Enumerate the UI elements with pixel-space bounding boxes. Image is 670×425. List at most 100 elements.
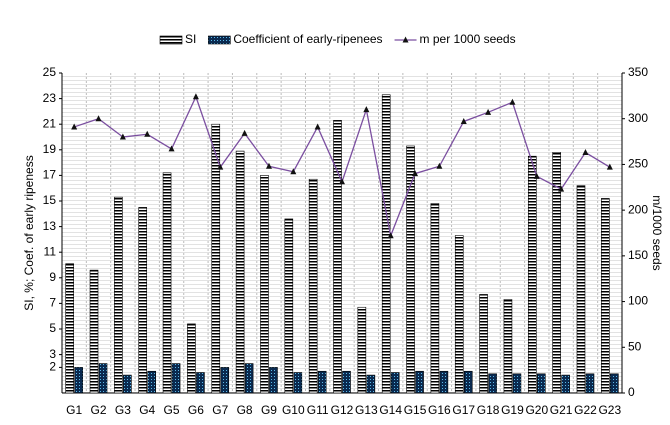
legend-swatch	[402, 36, 409, 43]
line-marker	[509, 98, 516, 105]
bar	[220, 367, 230, 394]
line-marker	[290, 168, 297, 175]
x-tick-label: G5	[164, 403, 180, 417]
line-marker	[533, 172, 540, 179]
bar	[235, 150, 245, 394]
x-tick-label: G13	[355, 403, 378, 417]
bar	[610, 373, 619, 394]
line-marker	[339, 178, 345, 185]
line-marker	[314, 123, 321, 130]
bar	[439, 370, 449, 394]
x-tick-label: G1	[66, 403, 82, 417]
bar	[406, 145, 415, 394]
y-tick-label: 2	[49, 360, 56, 374]
x-tick-label: G17	[452, 403, 475, 417]
bar	[390, 372, 400, 394]
line-marker	[387, 232, 394, 239]
line-marker	[485, 108, 492, 115]
y2-tick-label: 350	[628, 65, 648, 79]
bar	[333, 120, 342, 394]
line-marker	[144, 130, 151, 137]
y2-tick-label: 150	[628, 248, 648, 262]
bar	[585, 373, 595, 394]
y-tick-label: 17	[43, 168, 57, 182]
legend-swatch	[159, 35, 183, 45]
x-tick-label: G9	[261, 403, 277, 417]
y2-tick-label: 100	[628, 294, 648, 308]
bar	[512, 373, 522, 394]
line-marker	[436, 162, 443, 169]
y-tick-label: 9	[49, 270, 56, 284]
bar	[74, 367, 83, 394]
y2-tick-label: 0	[628, 385, 635, 399]
bar	[430, 203, 440, 394]
line-marker	[119, 133, 126, 140]
y-tick-label: 3	[49, 347, 56, 361]
bar	[162, 172, 172, 394]
bar	[211, 123, 221, 394]
legend-label: SI	[185, 32, 196, 46]
bar	[317, 370, 327, 394]
line-marker	[265, 162, 272, 169]
y-tick-label: 13	[43, 219, 57, 233]
line-marker	[412, 170, 419, 177]
bar	[415, 370, 424, 394]
line-marker	[606, 163, 613, 170]
y-tick-label: 23	[43, 91, 57, 105]
y-tick-label: 25	[43, 65, 57, 79]
bar	[308, 178, 318, 394]
bar	[65, 263, 74, 394]
x-tick-label: G23	[598, 403, 621, 417]
y2-axis-label: m/1000 seeds	[650, 195, 664, 270]
bar	[357, 306, 367, 394]
y2-tick-label: 250	[628, 157, 648, 171]
bar	[293, 372, 303, 394]
line-marker	[460, 117, 467, 124]
line-marker	[217, 163, 224, 170]
x-tick-label: G18	[477, 403, 500, 417]
y2-tick-label: 300	[628, 111, 648, 125]
y-tick-label: 11	[44, 244, 57, 258]
bar	[260, 175, 269, 394]
x-tick-label: G12	[331, 403, 354, 417]
line-marker	[192, 93, 199, 100]
y-tick-label: 19	[43, 142, 57, 156]
bar	[138, 207, 148, 394]
bar	[284, 218, 294, 394]
bar	[463, 370, 473, 394]
legend-swatch	[208, 35, 231, 45]
bar	[114, 196, 123, 394]
legend-label: m per 1000 seeds	[420, 32, 516, 46]
line-marker	[95, 115, 102, 122]
y-axis-label: SI, %; Coef. of early ripeness	[22, 155, 36, 310]
x-tick-label: G21	[550, 403, 573, 417]
bar	[601, 198, 610, 394]
bar	[381, 94, 391, 394]
y-tick-label: 21	[43, 116, 57, 130]
bar	[479, 294, 488, 394]
x-tick-label: G19	[501, 403, 524, 417]
x-tick-label: G20	[525, 403, 548, 417]
bar	[527, 155, 537, 394]
x-tick-label: G11	[307, 403, 329, 417]
bar	[576, 185, 586, 394]
bar	[98, 363, 108, 394]
line-marker	[558, 185, 565, 192]
bar	[147, 370, 157, 394]
line-marker	[582, 149, 589, 156]
y2-tick-label: 200	[628, 202, 648, 216]
y2-tick-label: 50	[628, 339, 642, 353]
bar	[196, 372, 205, 394]
bar	[561, 374, 570, 394]
bar	[123, 374, 132, 394]
bar	[244, 363, 254, 394]
bar	[171, 363, 181, 394]
y-tick-label: 5	[49, 321, 56, 335]
x-tick-label: G14	[379, 403, 402, 417]
line-marker	[363, 106, 370, 113]
bar	[269, 367, 278, 394]
x-tick-label: G8	[237, 403, 253, 417]
line-marker	[71, 123, 78, 130]
bar	[536, 373, 546, 394]
